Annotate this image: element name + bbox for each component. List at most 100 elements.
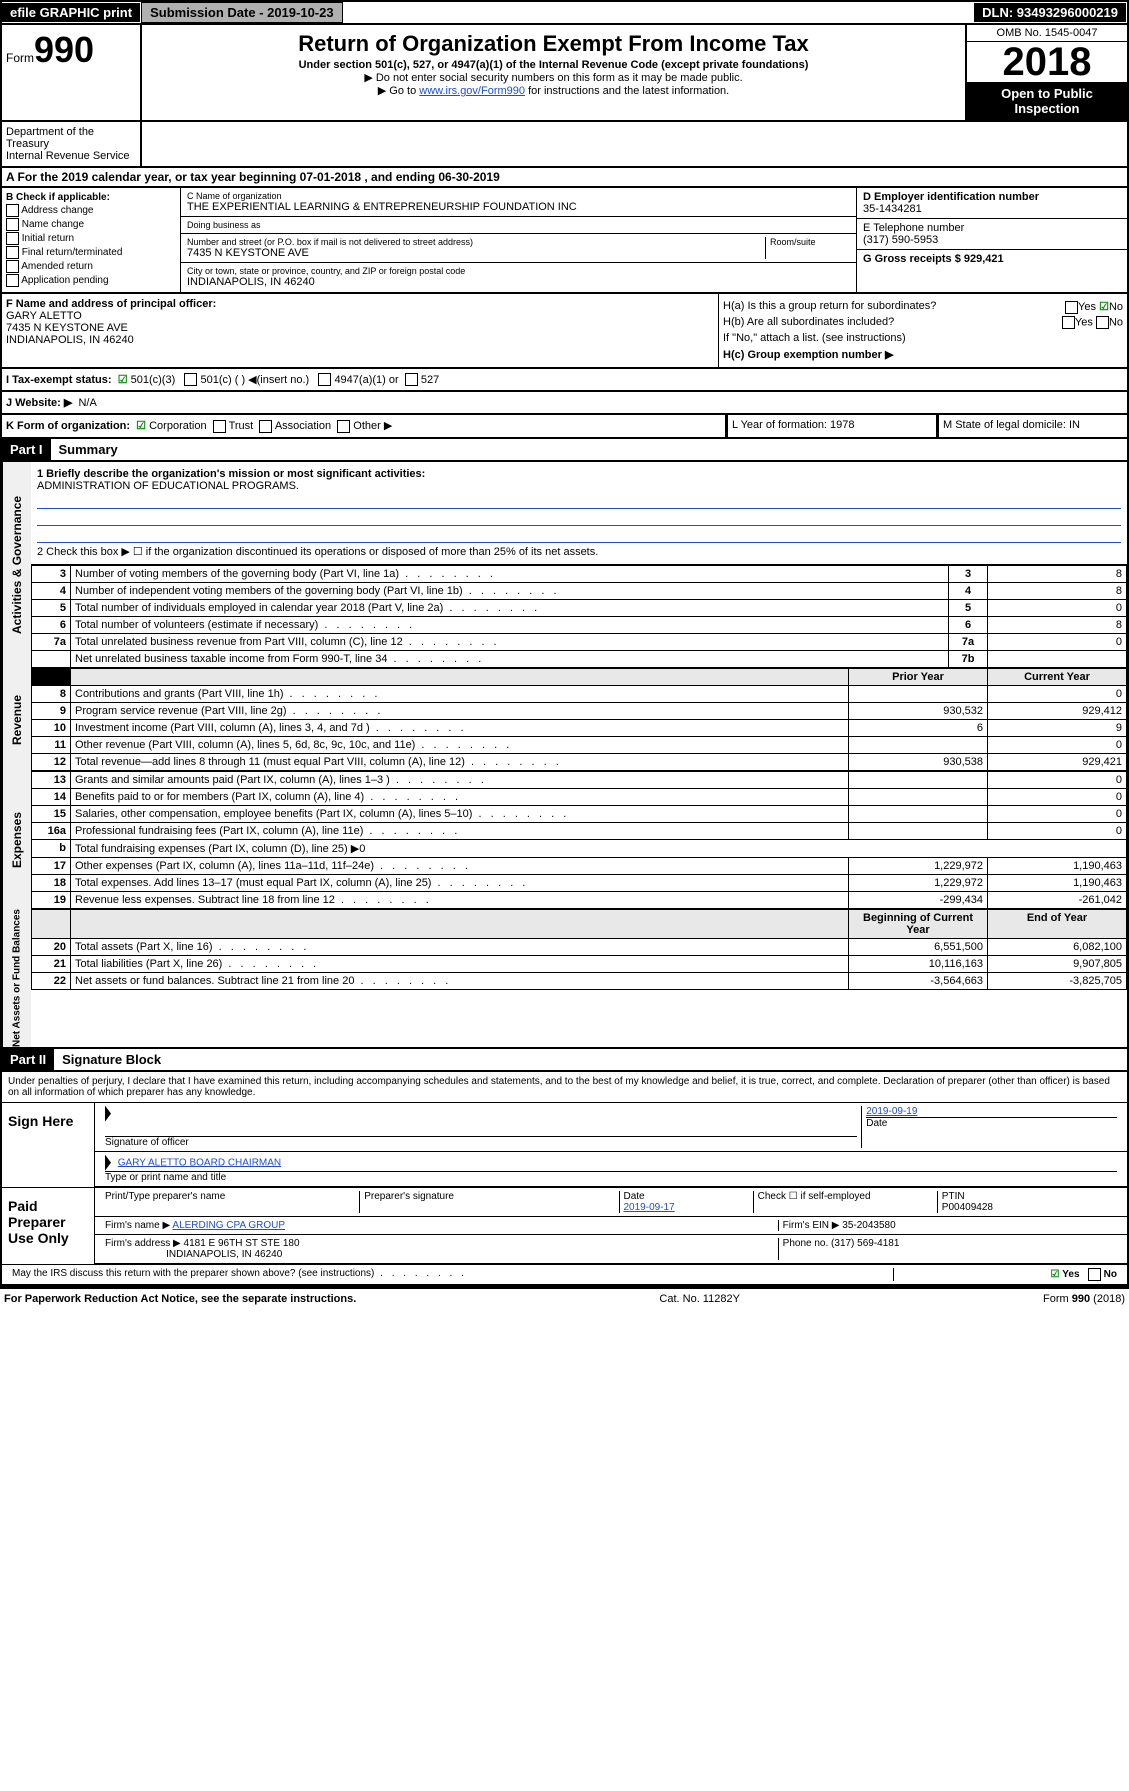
arrow-icon [105, 1106, 111, 1122]
b-checkbox-item[interactable]: Initial return [6, 232, 176, 245]
row-j-website: J Website: ▶ N/A [0, 392, 1129, 415]
ein-value: 35-1434281 [863, 203, 922, 215]
table-row: 4Number of independent voting members of… [32, 582, 1127, 599]
footer-right: Form 990 (2018) [1043, 1293, 1125, 1305]
hb-yes-checkbox[interactable] [1062, 316, 1075, 329]
part2-title: Signature Block [54, 1049, 169, 1070]
note-1: ▶ Do not enter social security numbers o… [146, 71, 961, 84]
table-row: Net unrelated business taxable income fr… [32, 650, 1127, 667]
phone-label: E Telephone number [863, 222, 964, 234]
open-to-public: Open to Public Inspection [967, 82, 1127, 120]
arrow-icon [105, 1155, 111, 1171]
table-row: 17Other expenses (Part IX, column (A), l… [32, 857, 1127, 874]
hb-no-checkbox[interactable] [1096, 316, 1109, 329]
form-subtitle: Under section 501(c), 527, or 4947(a)(1)… [146, 59, 961, 71]
table-row: 7aTotal unrelated business revenue from … [32, 633, 1127, 650]
501c3-checkbox[interactable]: ☑ [118, 373, 128, 386]
activities-governance-section: Activities & Governance 1 Briefly descri… [0, 462, 1129, 668]
table-row: 11Other revenue (Part VIII, column (A), … [32, 736, 1127, 753]
sig-officer-label: Signature of officer [105, 1137, 189, 1148]
part2-header: Part II [2, 1049, 54, 1070]
section-bcde: B Check if applicable: Address change Na… [0, 188, 1129, 294]
sign-here-label: Sign Here [2, 1103, 95, 1187]
table-row: 5Total number of individuals employed in… [32, 599, 1127, 616]
discuss-no-checkbox[interactable] [1088, 1268, 1101, 1281]
527-checkbox[interactable] [405, 373, 418, 386]
b-label: B Check if applicable: [6, 192, 110, 203]
officer-name: GARY ALETTO [6, 310, 82, 322]
form-title: Return of Organization Exempt From Incom… [146, 31, 961, 57]
city-state-zip: INDIANAPOLIS, IN 46240 [187, 276, 850, 288]
table-row: 10Investment income (Part VIII, column (… [32, 719, 1127, 736]
room-label: Room/suite [770, 237, 850, 247]
section-fh: F Name and address of principal officer:… [0, 294, 1129, 369]
ptin-value: P00409428 [942, 1202, 993, 1213]
blank-line [37, 528, 1121, 543]
prep-date-label: Date [624, 1191, 645, 1202]
trust-checkbox[interactable] [213, 420, 226, 433]
b-checkbox-item[interactable]: Final return/terminated [6, 246, 176, 259]
part1-header: Part I [2, 439, 51, 460]
phone-value: (317) 590-5953 [863, 234, 938, 246]
b-checkbox-item[interactable]: Application pending [6, 274, 176, 287]
officer-addr1: 7435 N KEYSTONE AVE [6, 322, 128, 334]
paid-prep-label: Paid Preparer Use Only [2, 1188, 95, 1264]
table-row: bTotal fundraising expenses (Part IX, co… [32, 839, 1127, 857]
expenses-section: Expenses 13Grants and similar amounts pa… [0, 771, 1129, 909]
form-number: 990 [34, 29, 94, 70]
submission-date: Submission Date - 2019-10-23 [141, 2, 343, 23]
officer-print-name: GARY ALETTO BOARD CHAIRMAN [118, 1157, 281, 1168]
table-row: 6Total number of volunteers (estimate if… [32, 616, 1127, 633]
footer: For Paperwork Reduction Act Notice, see … [0, 1287, 1129, 1309]
discuss-question: May the IRS discuss this return with the… [8, 1268, 894, 1281]
side-label-governance: Activities & Governance [2, 462, 31, 668]
4947-checkbox[interactable] [318, 373, 331, 386]
form-word: Form [6, 51, 34, 65]
signature-section: Under penalties of perjury, I declare th… [0, 1072, 1129, 1287]
firm-addr: 4181 E 96TH ST STE 180 [184, 1238, 300, 1249]
irs-link[interactable]: www.irs.gov/Form990 [419, 85, 525, 97]
blank-line [37, 511, 1121, 526]
side-label-expenses: Expenses [2, 771, 31, 909]
blank-line [37, 494, 1121, 509]
dept-row: Department of the Treasury Internal Reve… [0, 122, 1129, 168]
revenue-section: Revenue b Prior Year Current Year 8Contr… [0, 668, 1129, 771]
b-checkbox-item[interactable]: Address change [6, 204, 176, 217]
form-id: Form990 [2, 25, 142, 120]
table-row: 9Program service revenue (Part VIII, lin… [32, 702, 1127, 719]
hc-label: H(c) Group exemption number ▶ [723, 346, 1123, 363]
tax-year: 2018 [967, 42, 1127, 82]
dln: DLN: 93493296000219 [974, 3, 1127, 22]
row-klm: K Form of organization: ☑ Corporation Tr… [0, 415, 1129, 439]
addr-label: Number and street (or P.O. box if mail i… [187, 237, 765, 247]
revenue-table: b Prior Year Current Year 8Contributions… [31, 668, 1127, 771]
row-i-tax-status: I Tax-exempt status: ☑ 501(c)(3) 501(c) … [0, 369, 1129, 392]
corp-checkbox[interactable]: ☑ [136, 420, 146, 432]
ha-yes-checkbox[interactable] [1065, 301, 1078, 314]
efile-btn[interactable]: efile GRAPHIC print [2, 3, 141, 22]
top-bar: efile GRAPHIC print Submission Date - 20… [0, 0, 1129, 25]
other-checkbox[interactable] [337, 420, 350, 433]
ha-no-checkbox[interactable]: ☑ [1099, 301, 1109, 313]
expenses-table: 13Grants and similar amounts paid (Part … [31, 771, 1127, 909]
line2-label: 2 Check this box ▶ ☐ if the organization… [37, 545, 1121, 558]
prep-sig-label: Preparer's signature [360, 1191, 619, 1213]
table-row: 12Total revenue—add lines 8 through 11 (… [32, 753, 1127, 770]
assoc-checkbox[interactable] [259, 420, 272, 433]
side-label-net: Net Assets or Fund Balances [2, 909, 31, 1047]
note-2: ▶ Go to www.irs.gov/Form990 for instruct… [146, 84, 961, 97]
self-employed[interactable]: Check ☐ if self-employed [754, 1191, 938, 1213]
discuss-yes-checkbox[interactable]: ☑ [1051, 1269, 1060, 1280]
sign-here-row: Sign Here Signature of officer 2019-09-1… [2, 1103, 1127, 1187]
firm-ein: Firm's EIN ▶ 35-2043580 [779, 1220, 1121, 1231]
table-row: 3Number of voting members of the governi… [32, 565, 1127, 582]
501c-checkbox[interactable] [184, 373, 197, 386]
b-checkbox-item[interactable]: Amended return [6, 260, 176, 273]
mission-text: ADMINISTRATION OF EDUCATIONAL PROGRAMS. [37, 480, 1121, 492]
table-row: 14Benefits paid to or for members (Part … [32, 788, 1127, 805]
dept-treasury: Department of the Treasury Internal Reve… [2, 122, 142, 166]
b-checkbox-item[interactable]: Name change [6, 218, 176, 231]
firm-addr-label: Firm's address ▶ [105, 1238, 181, 1249]
paid-preparer-row: Paid Preparer Use Only Print/Type prepar… [2, 1187, 1127, 1264]
dba-label: Doing business as [187, 220, 850, 230]
